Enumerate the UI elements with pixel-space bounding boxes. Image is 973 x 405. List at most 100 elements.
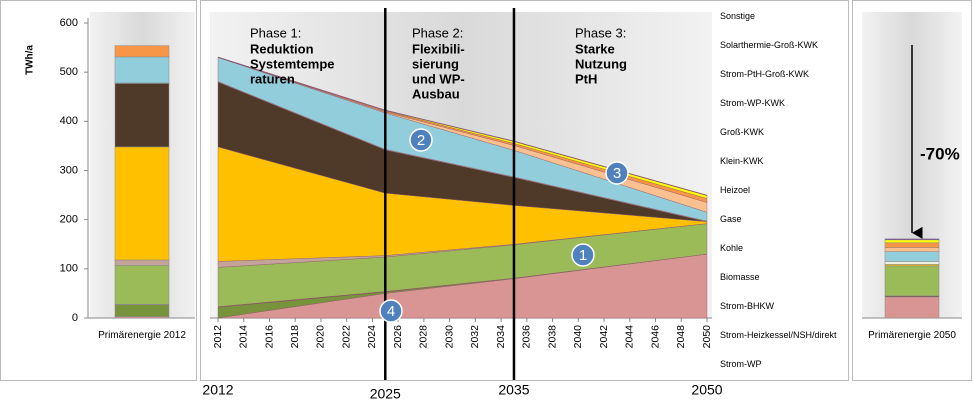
- legend-item: Groß-KWK: [720, 127, 848, 138]
- bar-segment: [114, 83, 170, 148]
- y-tick-label: 300: [60, 164, 78, 176]
- y-tick-label: 500: [60, 66, 78, 78]
- legend-item: Heizoel: [720, 185, 848, 196]
- legend-item: Gase: [720, 214, 848, 225]
- legend-label: Strom-PtH-Groß-KWK: [720, 69, 809, 79]
- legend-label: Solarthermie-Groß-KWK: [720, 40, 819, 50]
- phase-label: Phase 1:: [250, 25, 301, 40]
- legend-item: Strom-WP-KWK: [720, 98, 848, 109]
- x-tick-label: 2024: [366, 325, 378, 349]
- legend-label: Gase: [720, 214, 742, 224]
- bar-segment: [114, 45, 170, 58]
- phase-label: Phase 2:: [412, 25, 463, 40]
- phase-label: Phase 3:: [575, 25, 626, 40]
- annotation: -70%: [920, 144, 960, 163]
- bar-segment: [114, 146, 170, 261]
- bar-segment: [884, 239, 940, 244]
- legend-item: Biomasse: [720, 272, 848, 283]
- phase-text: und WP-: [412, 71, 465, 86]
- period-label: 2050: [691, 382, 722, 398]
- x-tick-label: 2032: [469, 325, 481, 349]
- legend-label: Klein-KWK: [720, 156, 764, 166]
- phase-text: Nutzung: [575, 56, 627, 71]
- bar-segment: [884, 296, 940, 319]
- bar-segment: [884, 247, 940, 252]
- legend-item: Kohle: [720, 243, 848, 254]
- category-label: Primärenergie 2012: [98, 330, 186, 341]
- x-tick-label: 2018: [289, 325, 301, 349]
- phase-text: raturen: [250, 71, 295, 86]
- phase-text: Systemtempe: [250, 56, 335, 71]
- phase-text: Starke: [575, 41, 615, 56]
- x-tick-label: 2014: [238, 325, 250, 349]
- y-tick-label: 600: [60, 17, 78, 29]
- x-tick-label: 2036: [521, 325, 533, 349]
- area: [217, 56, 708, 196]
- legend-label: Sonstige: [720, 11, 756, 21]
- legend-item: Strom-BHKW: [720, 301, 848, 312]
- bar-segment: [114, 265, 170, 305]
- bar-segment: [884, 265, 940, 297]
- bar-segment: [114, 304, 170, 317]
- x-tick-label: 2050: [701, 325, 713, 349]
- legend-label: Strom-BHKW: [720, 301, 774, 311]
- legend-label: Strom-WP-KWK: [720, 98, 785, 108]
- legend-label: Groß-KWK: [720, 127, 764, 137]
- y-tick-label: 400: [60, 115, 78, 127]
- x-tick-label: 2042: [598, 325, 610, 349]
- legend-item: Solarthermie-Groß-KWK: [720, 40, 848, 51]
- legend-label: Strom-Heizkessel/NSH/direkt: [720, 330, 837, 340]
- legend-item: Klein-KWK: [720, 156, 848, 167]
- legend-item: Strom-WP: [720, 359, 848, 370]
- legend-label: Biomasse: [720, 272, 760, 282]
- x-tick-label: 2020: [315, 325, 327, 349]
- marker-label: 3: [613, 165, 621, 182]
- bar-segment: [114, 259, 170, 266]
- phase-text: sierung: [412, 56, 459, 71]
- legend-label: Strom-WP: [720, 359, 762, 369]
- bar-segment: [884, 238, 940, 241]
- phase-text: Reduktion: [250, 41, 314, 56]
- x-tick-label: 2040: [572, 325, 584, 349]
- legend-label: Heizoel: [720, 185, 751, 195]
- x-tick-label: 2030: [443, 325, 455, 349]
- legend-item: Strom-Heizkessel/NSH/direkt: [720, 330, 848, 341]
- legend-item: Sonstige: [720, 11, 848, 22]
- legend-item: Strom-PtH-Groß-KWK: [720, 69, 848, 80]
- y-tick-label: 0: [72, 312, 78, 324]
- legend-label: Kohle: [720, 243, 744, 253]
- y-tick-label: 200: [60, 214, 78, 226]
- x-tick-label: 2038: [546, 325, 558, 349]
- bar-segment: [884, 242, 940, 248]
- y-axis-label: TWh/a: [25, 45, 36, 75]
- marker-circle: [571, 243, 595, 267]
- phase-text: Flexibili-: [412, 41, 465, 56]
- marker-label: 4: [387, 303, 395, 320]
- marker-circle: [379, 299, 403, 323]
- x-tick-label: 2028: [418, 325, 430, 349]
- x-tick-label: 2022: [340, 325, 352, 349]
- phase-text: PtH: [575, 71, 597, 86]
- bar-segment: [114, 56, 170, 84]
- x-tick-label: 2044: [624, 325, 636, 349]
- x-tick-label: 2026: [392, 325, 404, 349]
- x-tick-label: 2016: [263, 325, 275, 349]
- period-label: 2035: [498, 382, 529, 398]
- x-tick-label: 2034: [495, 325, 507, 349]
- period-label: 2012: [202, 382, 233, 398]
- marker-label: 1: [579, 247, 587, 264]
- x-tick-label: 2048: [675, 325, 687, 349]
- marker-circle: [605, 161, 629, 185]
- period-label: 2025: [370, 386, 401, 402]
- y-tick-label: 100: [60, 263, 78, 275]
- marker-label: 2: [417, 132, 425, 149]
- bar-segment: [884, 261, 940, 265]
- phase-text: Ausbau: [412, 86, 460, 101]
- x-tick-label: 2012: [212, 325, 224, 349]
- category-label: Primärenergie 2050: [868, 330, 956, 341]
- bar-segment: [884, 251, 940, 262]
- x-tick-label: 2046: [649, 325, 661, 349]
- marker-circle: [409, 128, 433, 152]
